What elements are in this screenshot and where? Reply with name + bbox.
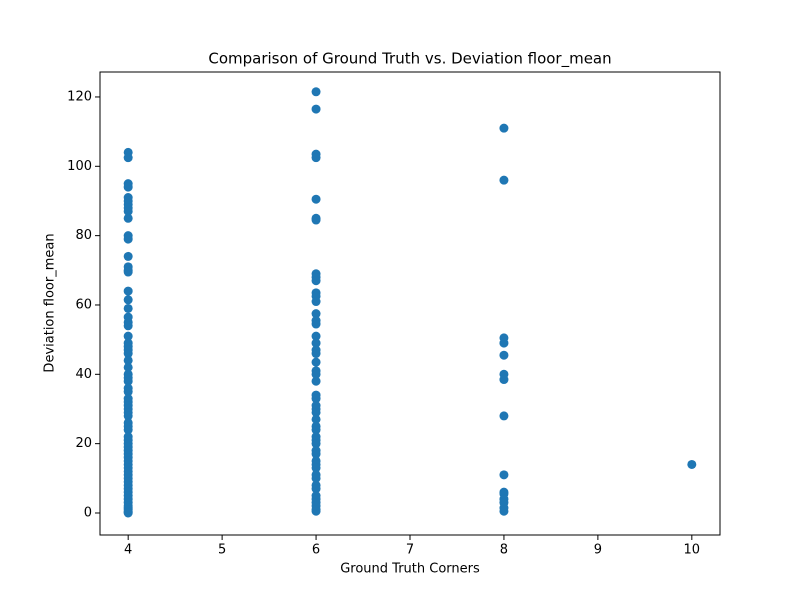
x-tick-label: 6: [312, 543, 320, 558]
point: [499, 375, 509, 385]
point: [311, 463, 321, 473]
point: [123, 362, 133, 372]
point: [311, 349, 321, 359]
point: [123, 331, 133, 341]
x-tick-label: 4: [124, 543, 132, 558]
point: [499, 470, 509, 480]
x-tick-label: 7: [406, 543, 414, 558]
point: [123, 153, 133, 163]
point: [123, 376, 133, 386]
y-tick-label: 80: [75, 228, 92, 243]
point: [123, 251, 133, 261]
point: [123, 508, 133, 518]
point: [311, 153, 321, 163]
point: [311, 369, 321, 379]
point: [311, 331, 321, 341]
plot-frame: [99, 71, 721, 536]
chart-title: Comparison of Ground Truth vs. Deviation…: [208, 50, 611, 69]
y-tick-label: 120: [67, 89, 92, 104]
y-tick-label: 60: [75, 297, 92, 312]
point: [311, 357, 321, 367]
point: [123, 206, 133, 216]
point: [687, 459, 697, 469]
point: [499, 123, 509, 133]
point: [311, 414, 321, 424]
point: [123, 267, 133, 277]
point: [311, 297, 321, 307]
x-tick-label: 10: [684, 543, 701, 558]
point: [123, 355, 133, 365]
y-tick-label: 100: [67, 159, 92, 174]
y-tick-label: 40: [75, 367, 92, 382]
point: [499, 350, 509, 360]
y-tick-label: 0: [84, 505, 92, 520]
x-axis-label: Ground Truth Corners: [340, 562, 480, 577]
point: [499, 411, 509, 421]
y-axis-label: Deviation floor_mean: [43, 233, 58, 372]
point: [123, 286, 133, 296]
point: [123, 213, 133, 223]
point: [123, 295, 133, 305]
point: [311, 425, 321, 435]
x-tick-label: 8: [500, 543, 508, 558]
point: [123, 411, 133, 421]
point: [311, 394, 321, 404]
point: [123, 387, 133, 397]
point: [123, 182, 133, 192]
point: [123, 349, 133, 359]
point: [311, 309, 321, 319]
x-tick-label: 5: [218, 543, 226, 558]
point: [311, 276, 321, 286]
point: [311, 449, 321, 459]
point: [311, 484, 321, 494]
point: [311, 473, 321, 483]
point: [311, 104, 321, 114]
point: [123, 234, 133, 244]
point: [311, 439, 321, 449]
point: [311, 376, 321, 386]
point: [311, 338, 321, 348]
point: [123, 303, 133, 313]
point: [311, 194, 321, 204]
point: [311, 215, 321, 225]
point: [311, 87, 321, 97]
point: [123, 321, 133, 331]
point: [499, 338, 509, 348]
point: [123, 425, 133, 435]
point: [499, 175, 509, 185]
point: [311, 407, 321, 417]
y-tick-label: 20: [75, 436, 92, 451]
point: [311, 319, 321, 329]
x-tick-label: 9: [594, 543, 602, 558]
point: [311, 506, 321, 516]
point: [499, 506, 509, 516]
